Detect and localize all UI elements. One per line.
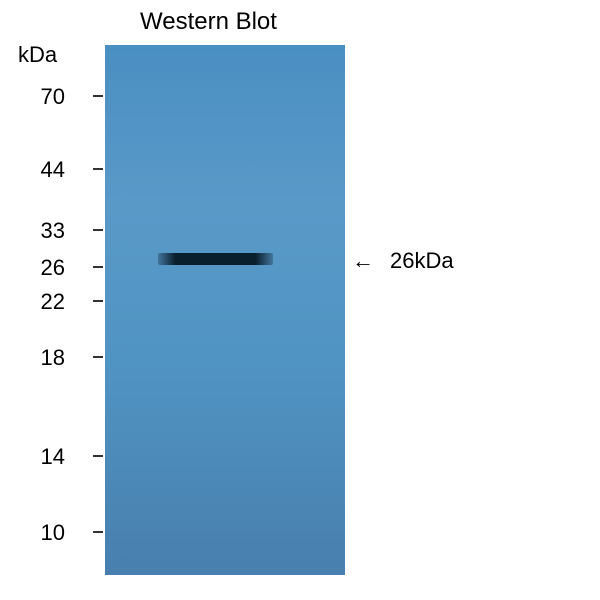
mw-tick-44: 44 <box>15 157 65 183</box>
tick-dash <box>93 266 103 268</box>
mw-tick-26: 26 <box>15 255 65 281</box>
tick-dash <box>93 229 103 231</box>
western-blot-figure: Western Blot kDa 70 44 33 26 22 18 14 10… <box>0 0 600 600</box>
tick-dash <box>93 168 103 170</box>
mw-tick-18: 18 <box>15 345 65 371</box>
mw-tick-10: 10 <box>15 520 65 546</box>
protein-band <box>158 253 273 265</box>
tick-dash <box>93 356 103 358</box>
mw-tick-22: 22 <box>15 289 65 315</box>
tick-dash <box>93 300 103 302</box>
mw-tick-33: 33 <box>15 218 65 244</box>
tick-dash <box>93 531 103 533</box>
annotation-arrow-icon: ← <box>352 248 374 274</box>
mw-tick-70: 70 <box>15 84 65 110</box>
figure-title: Western Blot <box>140 8 277 36</box>
tick-dash <box>93 455 103 457</box>
blot-lane <box>105 45 345 575</box>
y-axis-unit-label: kDa <box>18 42 57 68</box>
mw-tick-14: 14 <box>15 444 65 470</box>
tick-dash <box>93 95 103 97</box>
band-annotation-label: 26kDa <box>390 248 454 274</box>
